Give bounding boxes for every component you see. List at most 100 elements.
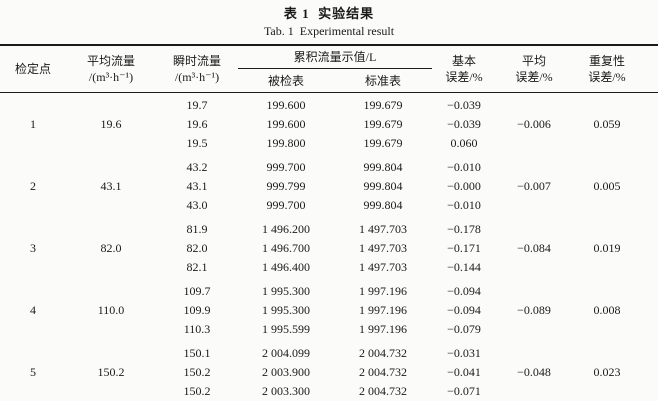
table-row: 82.0 1 496.700 1 497.703 −0.171 [0, 239, 658, 258]
cell-inst-flow: 81.9 [186, 222, 208, 236]
cell-standard-meter: 199.679 [363, 117, 403, 131]
cell-mean-error: −0.006 [517, 117, 551, 131]
cell-inst-flow: 110.3 [183, 322, 211, 336]
cell-tested-meter: 2 003.900 [262, 365, 310, 379]
cell-tested-meter: 1 995.300 [262, 303, 310, 317]
cell-standard-meter: 199.679 [363, 98, 403, 112]
cell-avg-flow: 150.2 [97, 365, 125, 379]
table-row: 1 19.6 19.7 199.600 199.679 −0.039 −0.006 0.059 [0, 93, 658, 131]
cell-standard-meter: 2 004.732 [359, 365, 407, 379]
cell-repeat-error: 0.005 [593, 179, 621, 193]
cell-tested-meter: 999.700 [266, 198, 306, 212]
table-row: 4 110.0 109.7 1 995.300 1 997.196 −0.094 −0.08… [0, 282, 658, 317]
cell-repeat-error: 0.019 [593, 241, 621, 255]
cell-tested-meter: 2 004.099 [262, 346, 310, 360]
cell-basic-error: −0.171 [447, 241, 481, 255]
cell-inst-flow: 150.2 [183, 384, 211, 398]
cell-inst-flow: 150.2 [183, 365, 211, 379]
cell-basic-error: −0.010 [447, 198, 481, 212]
cell-standard-meter: 1 497.703 [359, 260, 407, 274]
cell-basic-error: −0.178 [447, 222, 481, 236]
cell-avg-flow: 110.0 [97, 303, 125, 317]
cell-point: 5 [30, 365, 36, 379]
table-title-en: Tab. 1 Experimental result [263, 24, 395, 38]
cell-repeat-error: 0.059 [593, 117, 621, 131]
cell-basic-error: −0.144 [447, 260, 481, 274]
header-mean-error: 平均 误差/% [515, 54, 553, 84]
cell-inst-flow: 43.1 [186, 179, 208, 193]
table-row: 109.9 1 995.300 1 997.196 −0.094 [0, 301, 658, 320]
table-row: 2 43.1 43.2 999.700 999.804 −0.010 −0.007 0.005 [0, 158, 658, 193]
cell-standard-meter: 1 497.703 [359, 241, 407, 255]
cell-avg-flow: 82.0 [100, 241, 122, 255]
cell-point: 4 [30, 303, 36, 317]
cell-tested-meter: 1 496.700 [262, 241, 310, 255]
cell-inst-flow: 82.1 [186, 260, 208, 274]
header-cumulative: 累积流量示值/L [238, 45, 433, 69]
cell-basic-error: 0.060 [450, 136, 478, 150]
table-row: 5 150.2 150.1 2 004.099 2 004.732 −0.031 −0.04… [0, 344, 658, 379]
table-header: 检定点 平均流量 /(m³·h⁻¹) 瞬时流量 /(m³·h⁻¹) 累积流量示值… [0, 45, 658, 93]
table-row: 3 82.0 81.9 1 496.200 1 497.703 −0.178 −0.084 0… [0, 220, 658, 255]
cell-standard-meter: 999.804 [363, 160, 403, 174]
table-row: 110.3 1 995.599 1 997.196 −0.079 [0, 320, 658, 339]
cell-standard-meter: 1 997.196 [359, 322, 407, 336]
header-basic-error: 基本 误差/% [445, 54, 483, 84]
cell-avg-flow: 43.1 [100, 179, 122, 193]
cell-basic-error: −0.010 [447, 160, 481, 174]
cell-standard-meter: 999.804 [363, 179, 403, 193]
cell-point: 3 [30, 241, 36, 255]
cell-inst-flow: 43.2 [186, 160, 208, 174]
cell-standard-meter: 1 497.703 [359, 222, 407, 236]
header-tested-meter: 被检表 [267, 73, 304, 88]
header-standard-meter: 标准表 [365, 73, 402, 88]
cell-inst-flow: 150.1 [183, 346, 211, 360]
table-row: 19.6 199.600 199.679 −0.039 [0, 115, 658, 134]
cell-standard-meter: 1 997.196 [359, 284, 407, 298]
cell-standard-meter: 199.679 [363, 136, 403, 150]
cell-inst-flow: 82.0 [186, 241, 208, 255]
table-row: 43.0 999.700 999.804 −0.010 [0, 196, 658, 215]
cell-point: 1 [30, 117, 36, 131]
cell-tested-meter: 199.600 [266, 98, 306, 112]
table-body: 1 19.6 19.7 199.600 199.679 −0.039 −0.006 0.059… [0, 93, 658, 401]
cell-tested-meter: 199.600 [266, 117, 306, 131]
cell-avg-flow: 19.6 [100, 117, 122, 131]
cell-inst-flow: 43.0 [186, 198, 208, 212]
header-avg-flow: 平均流量 /(m³·h⁻¹) [86, 54, 135, 84]
cell-standard-meter: 2 004.732 [359, 384, 407, 398]
header-inst-flow: 瞬时流量 /(m³·h⁻¹) [172, 54, 221, 84]
cell-mean-error: −0.048 [517, 365, 551, 379]
cell-basic-error: −0.039 [447, 98, 481, 112]
cell-standard-meter: 999.804 [363, 198, 403, 212]
table-title-zh: 表 1 实验结果 [283, 6, 375, 21]
cell-tested-meter: 199.800 [266, 136, 306, 150]
cell-tested-meter: 999.799 [266, 179, 306, 193]
header-point: 检定点 [14, 62, 51, 76]
cell-inst-flow: 109.7 [183, 284, 211, 298]
cell-basic-error: −0.079 [447, 322, 481, 336]
table-row: 82.1 1 496.400 1 497.703 −0.144 [0, 258, 658, 277]
cell-inst-flow: 19.6 [186, 117, 208, 131]
header-row-1: 检定点 平均流量 /(m³·h⁻¹) 瞬时流量 /(m³·h⁻¹) 累积流量示值… [0, 45, 658, 84]
cell-mean-error: −0.084 [517, 241, 551, 255]
cell-repeat-error: 0.023 [593, 365, 621, 379]
cell-mean-error: −0.089 [517, 303, 551, 317]
cell-inst-flow: 19.5 [186, 136, 208, 150]
cell-inst-flow: 19.7 [186, 98, 208, 112]
table-row: 150.2 2 003.900 2 004.732 −0.041 [0, 363, 658, 382]
cell-tested-meter: 1 496.200 [262, 222, 310, 236]
cell-standard-meter: 2 004.732 [359, 346, 407, 360]
cell-standard-meter: 1 997.196 [359, 303, 407, 317]
cell-basic-error: −0.031 [447, 346, 481, 360]
table-row: 150.2 2 003.300 2 004.732 −0.071 [0, 382, 658, 401]
cell-basic-error: −0.094 [447, 303, 481, 317]
cell-basic-error: −0.041 [447, 365, 481, 379]
cell-basic-error: −0.071 [447, 384, 481, 398]
cell-point: 2 [30, 179, 36, 193]
header-row-2: 被检表 标准表 [0, 69, 658, 93]
header-repeat-error: 重复性 误差/% [588, 54, 626, 84]
cell-basic-error: −0.039 [447, 117, 481, 131]
cell-tested-meter: 1 496.400 [262, 260, 310, 274]
